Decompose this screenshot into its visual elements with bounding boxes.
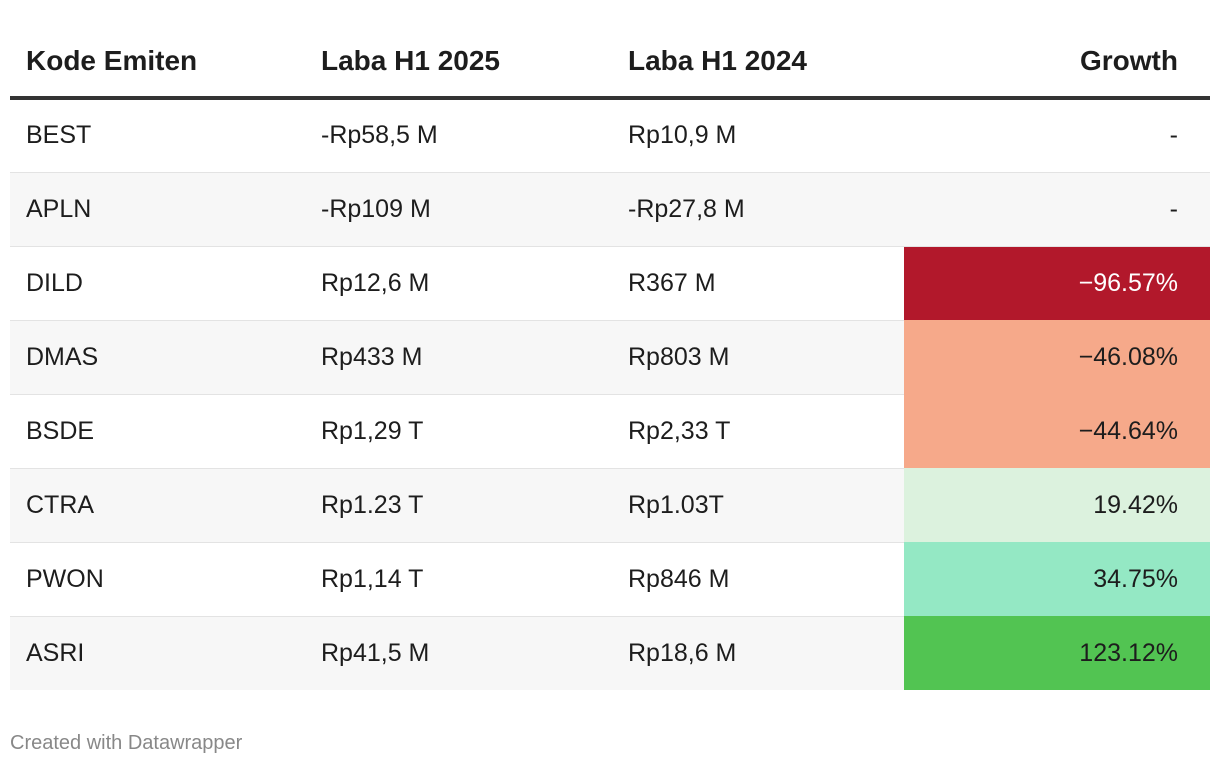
- table-row: BSDE Rp1,29 T Rp2,33 T −44.64%: [10, 394, 1210, 469]
- cell-kode-emiten: DILD: [10, 246, 305, 321]
- cell-kode-emiten: BEST: [10, 98, 305, 173]
- cell-kode-emiten: PWON: [10, 542, 305, 617]
- table-row: ASRI Rp41,5 M Rp18,6 M 123.12%: [10, 616, 1210, 690]
- cell-laba-2025: Rp12,6 M: [305, 246, 612, 321]
- cell-kode-emiten: BSDE: [10, 394, 305, 469]
- table-row: DMAS Rp433 M Rp803 M −46.08%: [10, 320, 1210, 395]
- header-row: Kode Emiten Laba H1 2025 Laba H1 2024 Gr…: [10, 28, 1210, 100]
- datawrapper-credit: Created with Datawrapper: [10, 732, 243, 754]
- cell-laba-2025: Rp41,5 M: [305, 616, 612, 690]
- cell-laba-2024: Rp18,6 M: [612, 616, 904, 690]
- cell-growth: 34.75%: [904, 542, 1210, 616]
- cell-laba-2025: -Rp109 M: [305, 172, 612, 247]
- table-body: BEST -Rp58,5 M Rp10,9 M - APLN -Rp109 M -Rp27,…: [10, 98, 1210, 690]
- table-header: Kode Emiten Laba H1 2025 Laba H1 2024 Gr…: [10, 28, 1210, 100]
- cell-laba-2024: Rp846 M: [612, 542, 904, 617]
- cell-kode-emiten: DMAS: [10, 320, 305, 395]
- data-table-container: Kode Emiten Laba H1 2025 Laba H1 2024 Gr…: [10, 28, 1210, 690]
- cell-kode-emiten: APLN: [10, 172, 305, 247]
- cell-laba-2024: -Rp27,8 M: [612, 172, 904, 247]
- cell-laba-2024: Rp2,33 T: [612, 394, 904, 469]
- table-row: CTRA Rp1.23 T Rp1.03T 19.42%: [10, 468, 1210, 543]
- cell-kode-emiten: CTRA: [10, 468, 305, 543]
- cell-laba-2024: Rp10,9 M: [612, 98, 904, 173]
- cell-laba-2024: Rp1.03T: [612, 468, 904, 543]
- table-row: APLN -Rp109 M -Rp27,8 M-: [10, 172, 1210, 247]
- table-row: BEST -Rp58,5 M Rp10,9 M-: [10, 98, 1210, 173]
- cell-laba-2025: -Rp58,5 M: [305, 98, 612, 173]
- cell-laba-2025: Rp1.23 T: [305, 468, 612, 543]
- table-row: PWON Rp1,14 T Rp846 M 34.75%: [10, 542, 1210, 617]
- header-growth[interactable]: Growth: [904, 28, 1210, 100]
- cell-laba-2025: Rp433 M: [305, 320, 612, 395]
- cell-growth: -: [904, 98, 1210, 173]
- cell-laba-2025: Rp1,14 T: [305, 542, 612, 617]
- cell-laba-2024: Rp803 M: [612, 320, 904, 395]
- header-laba-2024[interactable]: Laba H1 2024: [612, 28, 904, 100]
- header-laba-2025[interactable]: Laba H1 2025: [305, 28, 612, 100]
- cell-growth: −46.08%: [904, 320, 1210, 394]
- cell-growth: −96.57%: [904, 246, 1210, 320]
- cell-growth: 123.12%: [904, 616, 1210, 690]
- cell-growth: -: [904, 172, 1210, 247]
- header-kode-emiten[interactable]: Kode Emiten: [10, 28, 305, 100]
- cell-kode-emiten: ASRI: [10, 616, 305, 690]
- cell-laba-2024: R367 M: [612, 246, 904, 321]
- cell-growth: −44.64%: [904, 394, 1210, 468]
- cell-growth: 19.42%: [904, 468, 1210, 542]
- table-row: DILD Rp12,6 M R367 M −96.57%: [10, 246, 1210, 321]
- data-table: Kode Emiten Laba H1 2025 Laba H1 2024 Gr…: [10, 28, 1210, 690]
- cell-laba-2025: Rp1,29 T: [305, 394, 612, 469]
